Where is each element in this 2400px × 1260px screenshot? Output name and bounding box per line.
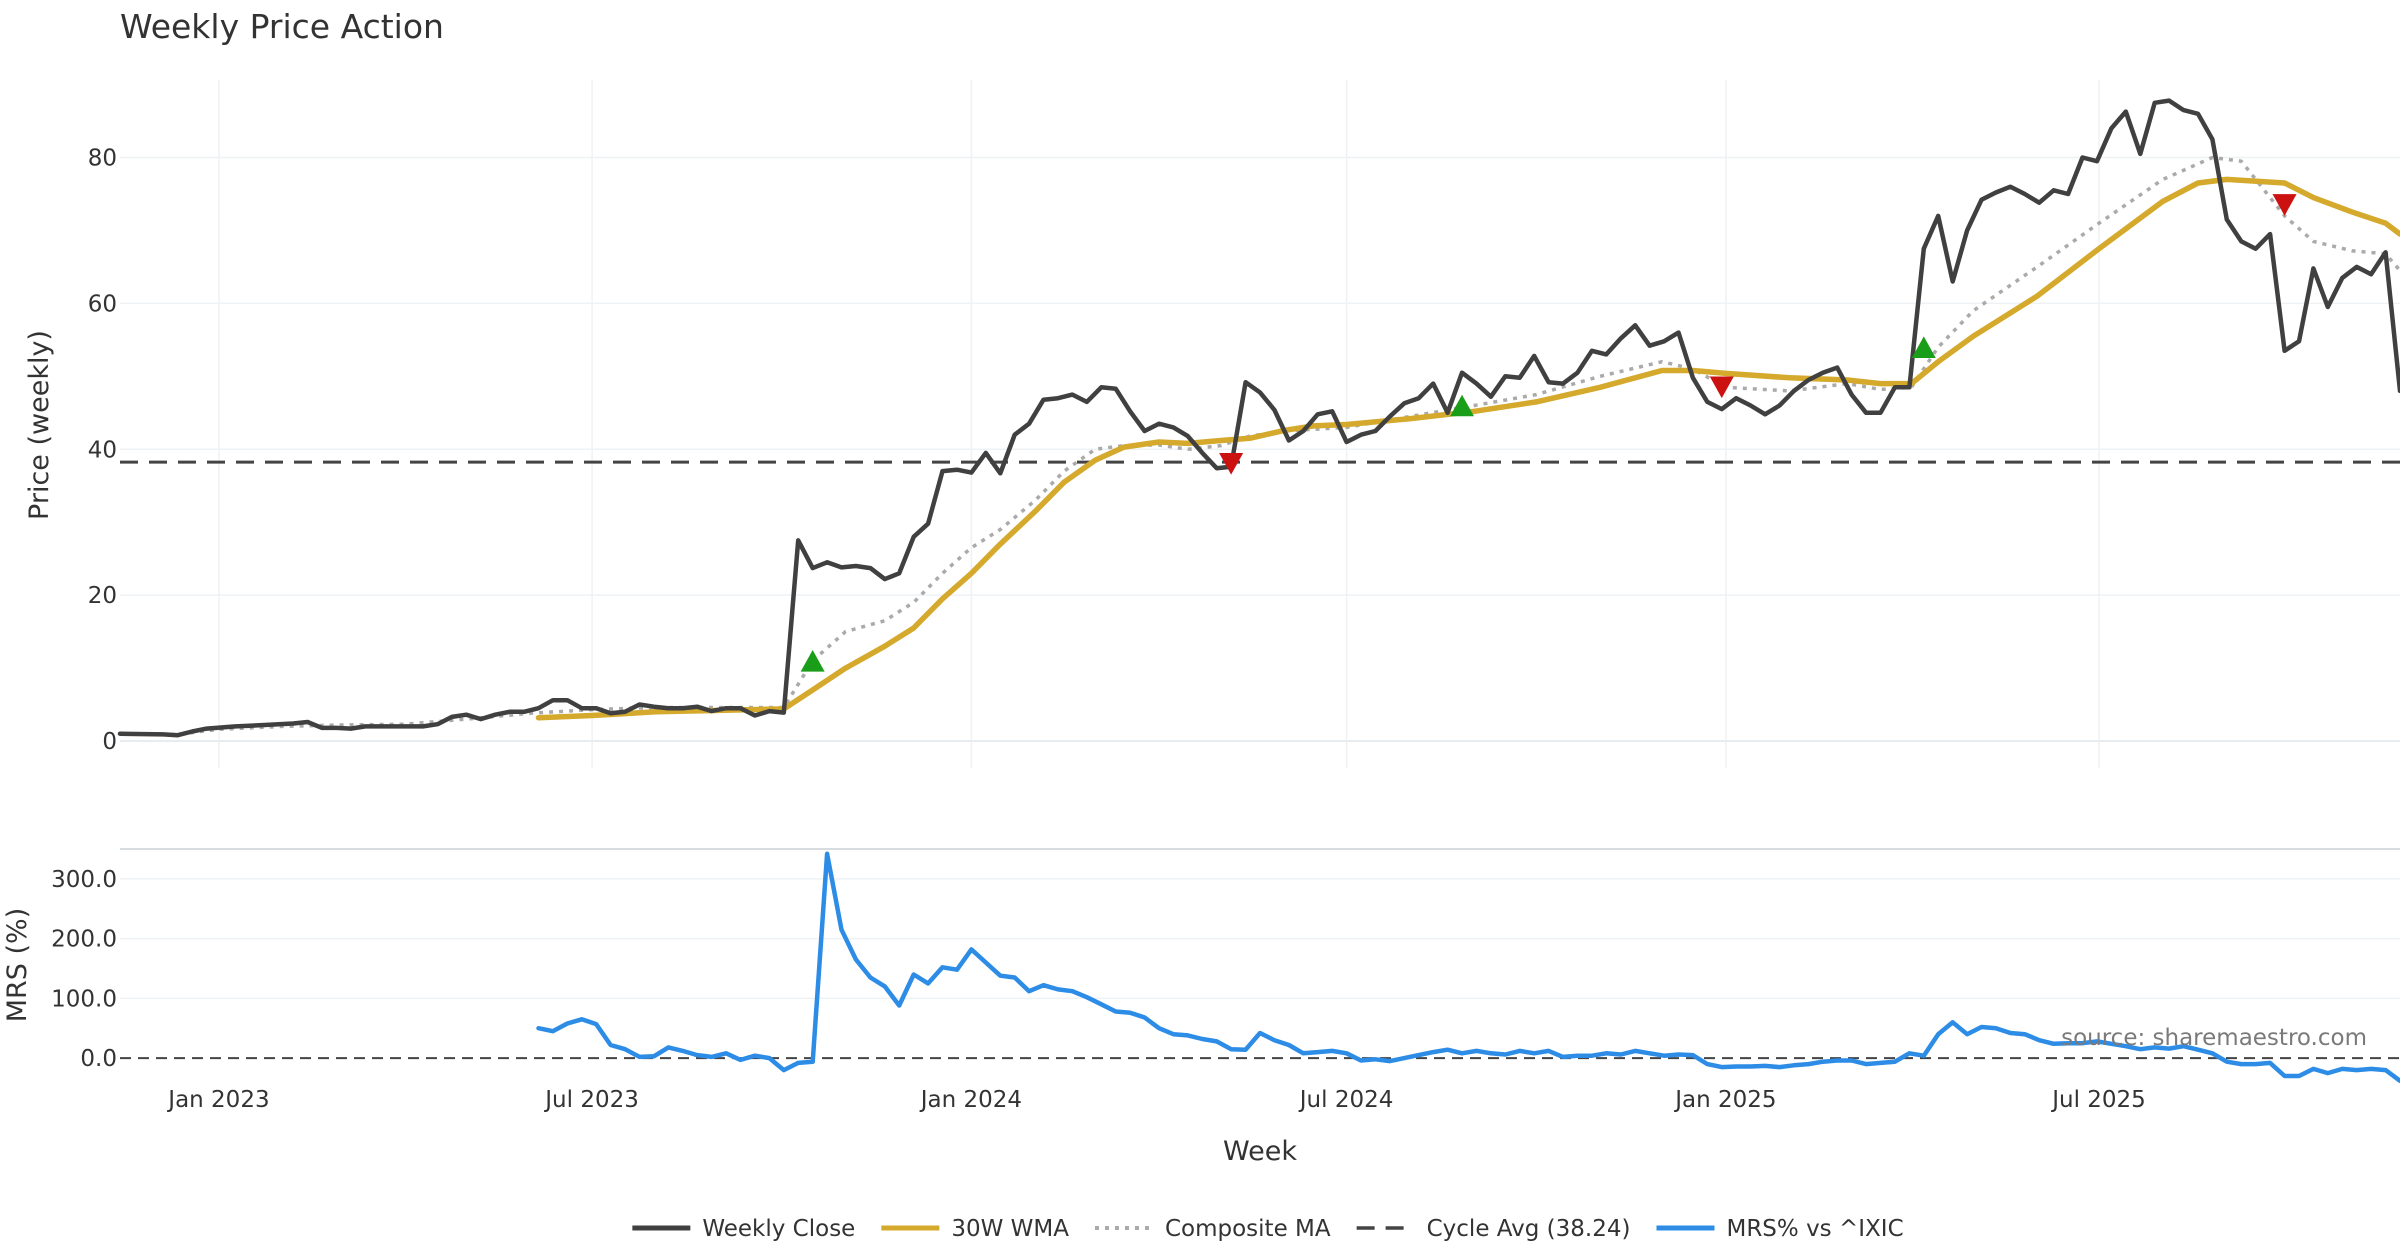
signal-markers bbox=[800, 194, 2297, 672]
chart-title: Weekly Price Action bbox=[120, 7, 444, 46]
x-tick-label: Jan 2024 bbox=[919, 1087, 1022, 1113]
main-gridlines bbox=[120, 80, 2400, 768]
mrs-gridlines bbox=[120, 878, 2400, 1000]
mrs-y-tick-label: 200.0 bbox=[51, 927, 117, 953]
mrs-y-tick-label: 300.0 bbox=[51, 867, 117, 893]
mrs-panel: 0.0 100.0 200.0 300.0 MRS (%) Jan 2023 Jul 2… bbox=[2, 848, 2400, 1167]
x-tick-label: Jul 2025 bbox=[2050, 1087, 2146, 1113]
legend-label-cycle-avg-38-24: Cycle Avg (38.24) bbox=[1427, 1216, 1631, 1242]
mrs-series-lines bbox=[536, 851, 2400, 1084]
legend-label-composite-ma: Composite MA bbox=[1165, 1216, 1331, 1242]
mrs-y-axis-title: MRS (%) bbox=[2, 908, 33, 1023]
sell-signal-marker bbox=[1709, 376, 1734, 399]
buy-signal-marker bbox=[1450, 394, 1475, 417]
source-note: source: sharemaestro.com bbox=[2061, 1025, 2367, 1051]
x-tick-label: Jul 2023 bbox=[543, 1087, 639, 1113]
x-tick-labels: Jan 2023 Jul 2023 Jan 2024 Jul 2024 Jan 2025… bbox=[166, 1087, 2146, 1113]
x-tick-label: Jan 2025 bbox=[1673, 1087, 1776, 1113]
legend-label-mrs-vs-ixic: MRS% vs ^IXIC bbox=[1726, 1216, 1903, 1242]
buy-signal-marker bbox=[1911, 336, 1936, 358]
series-30w-wma bbox=[535, 176, 2400, 721]
y-tick-label: 60 bbox=[88, 291, 117, 317]
y-tick-label: 80 bbox=[88, 146, 117, 172]
x-tick-label: Jan 2023 bbox=[166, 1087, 269, 1113]
y-tick-label: 40 bbox=[88, 437, 117, 463]
buy-signal-marker bbox=[800, 649, 825, 672]
series-weekly-close bbox=[117, 98, 2400, 738]
series-mrs-vs-ixic bbox=[536, 851, 2400, 1084]
main-series-lines bbox=[117, 98, 2400, 738]
legend: Weekly Close 30W WMA Composite MA Cycle Avg… bbox=[632, 1216, 1904, 1242]
x-tick-label: Jul 2024 bbox=[1298, 1087, 1394, 1113]
sell-signal-marker bbox=[1219, 453, 1244, 475]
mrs-y-tick-label: 0.0 bbox=[80, 1046, 117, 1072]
sell-signal-marker bbox=[2272, 194, 2297, 216]
main-panel: Weekly Price Action 0 20 40 60 80 Price (wee… bbox=[24, 7, 2400, 768]
legend-label-weekly-close: Weekly Close bbox=[702, 1216, 855, 1242]
y-tick-label: 0 bbox=[102, 729, 117, 755]
legend-label-30w-wma: 30W WMA bbox=[951, 1216, 1069, 1242]
mrs-y-tick-labels: 0.0 100.0 200.0 300.0 bbox=[51, 867, 117, 1072]
y-tick-label: 20 bbox=[88, 583, 117, 609]
main-y-axis-title: Price (weekly) bbox=[24, 330, 55, 520]
series-composite-ma bbox=[119, 155, 2400, 737]
mrs-y-tick-label: 100.0 bbox=[51, 986, 117, 1012]
x-axis-title: Week bbox=[1223, 1136, 1297, 1167]
main-y-tick-labels: 0 20 40 60 80 bbox=[88, 146, 117, 755]
